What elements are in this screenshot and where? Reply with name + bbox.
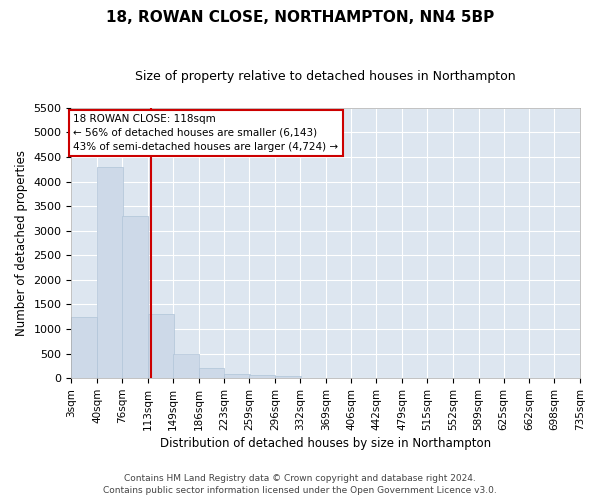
Title: Size of property relative to detached houses in Northampton: Size of property relative to detached ho… — [136, 70, 516, 83]
Bar — [275, 376, 301, 378]
Text: 18 ROWAN CLOSE: 118sqm
← 56% of detached houses are smaller (6,143)
43% of semi-: 18 ROWAN CLOSE: 118sqm ← 56% of detached… — [73, 114, 338, 152]
Bar — [199, 368, 224, 378]
Text: Contains HM Land Registry data © Crown copyright and database right 2024.
Contai: Contains HM Land Registry data © Crown c… — [103, 474, 497, 495]
Bar — [224, 374, 250, 378]
Text: 18, ROWAN CLOSE, NORTHAMPTON, NN4 5BP: 18, ROWAN CLOSE, NORTHAMPTON, NN4 5BP — [106, 10, 494, 25]
Bar — [97, 167, 123, 378]
Bar — [71, 316, 97, 378]
Bar — [173, 354, 199, 378]
Bar — [122, 216, 148, 378]
Bar — [249, 375, 275, 378]
Bar — [148, 314, 173, 378]
X-axis label: Distribution of detached houses by size in Northampton: Distribution of detached houses by size … — [160, 437, 491, 450]
Y-axis label: Number of detached properties: Number of detached properties — [15, 150, 28, 336]
